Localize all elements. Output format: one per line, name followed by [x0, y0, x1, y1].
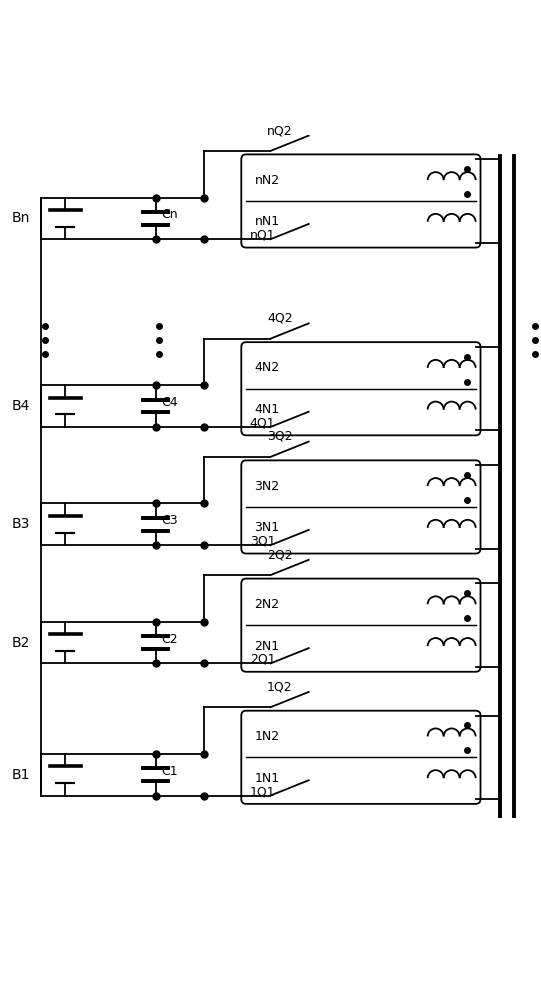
Text: 1N2: 1N2	[254, 730, 280, 743]
FancyBboxPatch shape	[241, 342, 480, 435]
Text: B3: B3	[12, 517, 30, 531]
Text: C3: C3	[161, 514, 178, 527]
FancyBboxPatch shape	[241, 711, 480, 804]
Text: 2Q2: 2Q2	[267, 548, 293, 561]
Text: C4: C4	[161, 396, 178, 409]
Text: 4N1: 4N1	[254, 403, 280, 416]
Text: C1: C1	[161, 765, 178, 778]
Text: nQ1: nQ1	[249, 229, 275, 242]
Text: 3Q2: 3Q2	[267, 430, 293, 443]
Text: 2N2: 2N2	[254, 598, 280, 611]
Text: C2: C2	[161, 633, 178, 646]
Text: 2N1: 2N1	[254, 640, 280, 653]
Text: 2Q1: 2Q1	[249, 653, 275, 666]
Text: 1N1: 1N1	[254, 772, 280, 785]
Text: Cn: Cn	[161, 208, 178, 221]
Text: nN1: nN1	[254, 215, 280, 228]
Text: nQ2: nQ2	[267, 124, 293, 137]
Text: 3Q1: 3Q1	[249, 535, 275, 548]
FancyBboxPatch shape	[241, 579, 480, 672]
FancyBboxPatch shape	[241, 460, 480, 554]
Text: B2: B2	[12, 636, 30, 650]
Text: 1Q1: 1Q1	[249, 785, 275, 798]
Text: 3N2: 3N2	[254, 480, 280, 493]
FancyBboxPatch shape	[241, 154, 480, 248]
Text: 4Q2: 4Q2	[267, 312, 293, 325]
Text: 1Q2: 1Q2	[267, 680, 293, 693]
Text: Bn: Bn	[12, 211, 30, 225]
Text: 4N2: 4N2	[254, 361, 280, 374]
Text: B1: B1	[12, 768, 30, 782]
Text: B4: B4	[12, 399, 30, 413]
Text: 3N1: 3N1	[254, 521, 280, 534]
Text: 4Q1: 4Q1	[249, 417, 275, 430]
Text: nN2: nN2	[254, 174, 280, 187]
